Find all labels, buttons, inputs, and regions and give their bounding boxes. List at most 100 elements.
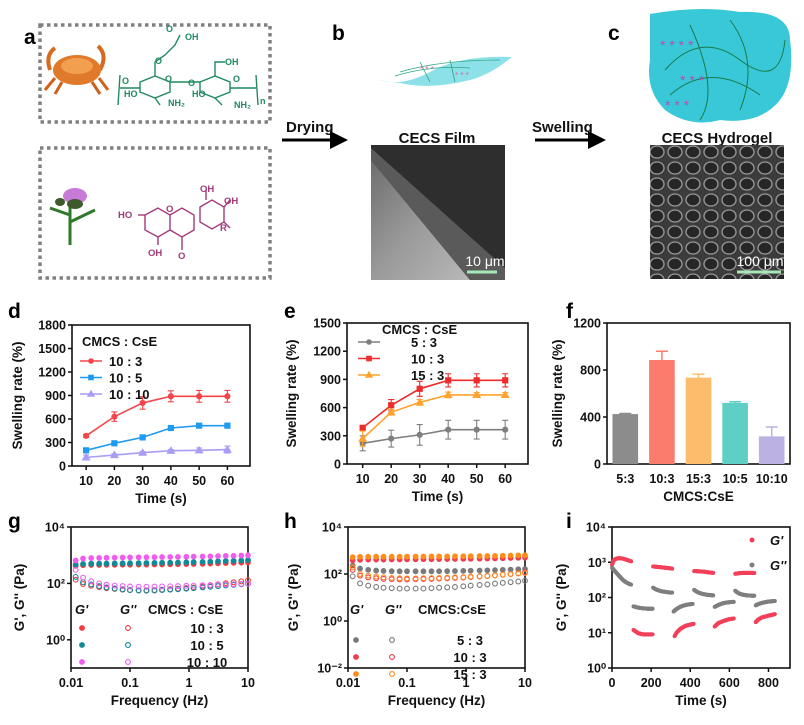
data-point bbox=[650, 606, 655, 611]
loss-modulus-point bbox=[96, 580, 103, 587]
loss-modulus-point bbox=[175, 583, 181, 590]
data-point bbox=[139, 434, 146, 441]
loss-modulus-point bbox=[143, 583, 150, 590]
storage-modulus-point bbox=[492, 552, 498, 559]
legend-label: 10 : 3 bbox=[453, 650, 486, 665]
storage-modulus-point bbox=[88, 560, 95, 567]
loss-modulus-point bbox=[159, 587, 166, 594]
crab-image bbox=[43, 44, 110, 95]
data-point bbox=[772, 612, 777, 617]
series-line bbox=[362, 428, 506, 445]
loss-modulus-point bbox=[365, 582, 372, 589]
storage-modulus-point bbox=[365, 566, 372, 573]
storage-modulus-point bbox=[143, 554, 150, 561]
svg-text:* * *: * * * bbox=[680, 72, 705, 88]
legend-marker bbox=[86, 389, 96, 397]
loss-modulus-point bbox=[412, 585, 419, 592]
data-point bbox=[670, 566, 675, 571]
x-tick-label: 600 bbox=[719, 676, 740, 690]
data-point bbox=[139, 399, 146, 407]
y-tick-label: 600 bbox=[320, 401, 341, 415]
svg-text:* * * *: * * * * bbox=[660, 37, 694, 53]
x-tick-label: 60 bbox=[498, 472, 512, 486]
panel-label-h: h bbox=[284, 510, 297, 533]
panel-label-a: a bbox=[24, 26, 36, 49]
loss-modulus-point bbox=[167, 586, 174, 593]
storage-modulus-point bbox=[404, 553, 410, 560]
bar-10:3 bbox=[649, 360, 675, 464]
data-point bbox=[711, 570, 716, 575]
storage-modulus-point bbox=[452, 568, 458, 574]
storage-modulus-point bbox=[167, 559, 174, 566]
storage-modulus-point bbox=[365, 553, 372, 560]
legend-marker bbox=[88, 374, 94, 381]
loss-modulus-point bbox=[119, 586, 126, 593]
loss-modulus-point bbox=[207, 582, 214, 588]
x-tick-label: 40 bbox=[164, 474, 178, 488]
loss-modulus-point bbox=[404, 575, 410, 582]
data-point bbox=[690, 601, 695, 606]
storage-modulus-point bbox=[467, 553, 474, 560]
data-point bbox=[473, 377, 480, 384]
x-tick-label: 0.1 bbox=[121, 676, 138, 690]
loss-modulus-point bbox=[428, 575, 435, 582]
data-point bbox=[358, 434, 368, 442]
legend-label: 10 : 10 bbox=[109, 387, 149, 402]
loss-modulus-point bbox=[72, 566, 79, 573]
legend-title: CMCS : CsE bbox=[82, 334, 157, 349]
data-point bbox=[445, 377, 452, 384]
svg-text:* * *: * * * bbox=[665, 97, 690, 113]
svg-text:OH: OH bbox=[148, 248, 162, 259]
loss-modulus-point bbox=[127, 583, 133, 590]
svg-text:* * *: * * * bbox=[455, 71, 469, 80]
panel-label-d: d bbox=[8, 300, 21, 323]
loss-modulus-point bbox=[373, 573, 380, 580]
loss-modulus-point bbox=[349, 566, 356, 573]
legend-header: G'' bbox=[120, 602, 137, 617]
panel-label-c: c bbox=[608, 22, 620, 45]
y-tick-label: 600 bbox=[45, 413, 66, 427]
storage-modulus-point bbox=[444, 568, 451, 575]
y-axis-label: G', G'' (Pa) bbox=[554, 564, 569, 631]
data-point bbox=[194, 445, 204, 454]
data-point bbox=[83, 432, 90, 439]
x-tick-label: 1 bbox=[186, 676, 193, 690]
legend-marker-gprime bbox=[79, 642, 85, 648]
storage-modulus-point bbox=[380, 568, 387, 574]
y-tick-label: 10³ bbox=[588, 556, 606, 570]
loss-modulus-point bbox=[484, 581, 491, 588]
y-tick-label: 10⁰ bbox=[46, 633, 66, 647]
loss-modulus-point bbox=[365, 572, 372, 579]
storage-modulus-point bbox=[388, 568, 395, 575]
data-point bbox=[111, 440, 118, 447]
loss-modulus-point bbox=[388, 585, 395, 592]
storage-modulus-point bbox=[492, 567, 498, 574]
y-tick-label: 300 bbox=[45, 436, 66, 450]
data-point bbox=[111, 413, 118, 420]
data-point bbox=[502, 426, 509, 433]
storage-modulus-point bbox=[357, 565, 363, 572]
series-loss-modulus bbox=[610, 565, 777, 614]
legend-label: 10 : 5 bbox=[190, 638, 223, 653]
data-point bbox=[711, 593, 716, 598]
loss-modulus-point bbox=[222, 581, 229, 588]
x-tick-label: 30 bbox=[413, 472, 427, 486]
loss-modulus-point bbox=[245, 580, 251, 587]
y-tick-label: 1500 bbox=[313, 317, 341, 331]
loss-modulus-point bbox=[80, 574, 86, 581]
y-tick-label: 900 bbox=[320, 373, 341, 387]
data-point bbox=[359, 424, 366, 431]
legend-header: CMCS:CsE bbox=[418, 602, 486, 617]
storage-modulus-point bbox=[388, 553, 395, 560]
y-tick-label: 800 bbox=[580, 364, 601, 378]
y-tick-label: 10² bbox=[324, 568, 342, 582]
storage-modulus-point bbox=[452, 553, 458, 560]
loss-modulus-point bbox=[420, 575, 427, 582]
hydrogel-scale-label: 100 μm bbox=[737, 253, 784, 269]
loss-modulus-point bbox=[515, 578, 522, 585]
x-tick-label: 20 bbox=[107, 474, 121, 488]
y-tick-label: 1200 bbox=[38, 366, 66, 380]
data-point bbox=[196, 393, 203, 400]
data-point bbox=[388, 402, 395, 409]
loss-modulus-point bbox=[103, 581, 110, 588]
